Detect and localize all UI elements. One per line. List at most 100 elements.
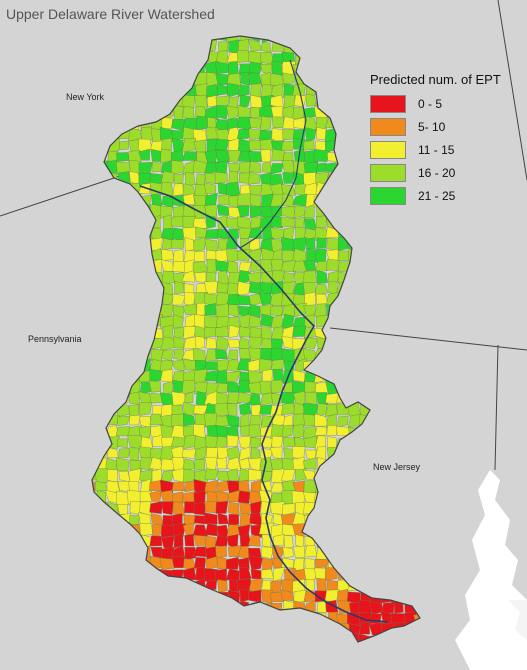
state-boundary-ny-nj <box>329 327 527 351</box>
catchment-cell <box>315 248 327 263</box>
catchment-cell <box>269 216 284 229</box>
catchment-cell <box>249 293 262 307</box>
catchment-cell <box>239 567 252 581</box>
catchment-cell <box>226 415 240 428</box>
catchment-cell <box>139 457 154 471</box>
catchment-cell <box>226 434 239 447</box>
catchment-cell <box>226 371 241 384</box>
catchment-cell <box>181 270 196 283</box>
catchment-cell <box>237 84 250 97</box>
delaware-river-main <box>139 185 389 623</box>
catchment-cell <box>174 281 184 294</box>
state-label-new-york: New York <box>66 92 105 102</box>
state-boundary-east-lower <box>494 344 499 471</box>
catchment-cell <box>260 115 272 132</box>
catchment-cell <box>225 105 240 120</box>
catchment-cell <box>248 469 262 482</box>
catchment-cell <box>249 437 263 449</box>
state-label-pennsylvania: Pennsylvania <box>28 334 82 344</box>
legend-swatch <box>370 94 406 113</box>
catchment-cell <box>138 446 152 459</box>
catchment-cell <box>292 523 305 538</box>
catchment-cell <box>239 161 251 174</box>
catchment-cell <box>139 523 153 536</box>
catchment-cell <box>150 148 162 163</box>
catchment-cell <box>205 337 217 349</box>
catchment-cell <box>349 602 360 615</box>
catchment-cell <box>215 348 228 360</box>
catchment-cell <box>228 324 240 338</box>
catchment-cell <box>173 326 186 340</box>
catchment-cell <box>218 194 231 206</box>
catchment-cell <box>295 216 305 230</box>
catchment-cell <box>195 227 207 239</box>
catchment-cell <box>128 468 142 483</box>
catchment-cell <box>326 425 339 436</box>
catchment-cell <box>302 270 317 283</box>
catchment-cell <box>214 171 228 184</box>
catchment-cell <box>314 261 328 273</box>
catchment-cell <box>239 348 252 360</box>
catchment-cell <box>239 36 251 43</box>
catchment-cell <box>161 116 173 129</box>
catchment-cell <box>236 128 252 139</box>
catchment-cell <box>269 291 284 307</box>
legend-item: 5- 10 <box>370 116 501 137</box>
catchment-cell <box>183 435 196 449</box>
catchment-cell <box>160 557 175 571</box>
catchment-cell <box>160 205 173 219</box>
legend-label: 11 - 15 <box>418 142 455 157</box>
catchment-cell <box>204 468 220 480</box>
catchment-cell <box>226 468 240 481</box>
catchment-cell <box>181 138 196 153</box>
catchment-cell <box>128 414 141 426</box>
catchment-cell <box>293 117 306 130</box>
catchment-cell <box>281 140 296 152</box>
catchment-cell <box>227 282 239 295</box>
catchment-cell <box>194 459 206 471</box>
catchment-cell <box>262 369 273 383</box>
catchment-cell <box>161 293 175 305</box>
catchment-cell <box>215 545 227 560</box>
catchment-cell <box>250 500 262 517</box>
catchment-cell <box>305 93 317 107</box>
catchment-cell <box>271 128 286 141</box>
catchment-cell <box>227 338 241 349</box>
catchment-cell <box>315 293 328 306</box>
catchment-cell <box>215 139 230 151</box>
catchment-cell <box>116 161 131 176</box>
catchment-cell <box>227 260 239 275</box>
catchment-cell <box>228 96 239 108</box>
catchment-cell <box>325 392 340 404</box>
catchment-cell <box>337 600 352 615</box>
state-boundary-east <box>497 0 527 181</box>
catchment-cell <box>218 41 229 54</box>
catchment-cell <box>269 446 283 459</box>
catchment-cell <box>193 424 206 439</box>
catchment-cell <box>215 149 230 165</box>
catchment-cell <box>226 556 239 570</box>
catchment-cell <box>173 534 184 549</box>
catchment-cell <box>316 578 327 592</box>
catchment-cell <box>117 481 130 493</box>
catchment-cell <box>239 512 252 528</box>
catchment-cell <box>206 84 220 99</box>
catchment-cell <box>171 216 187 227</box>
catchment-cell <box>316 269 328 285</box>
catchment-cell <box>171 359 185 372</box>
catchment-cell <box>194 271 207 283</box>
catchment-cell <box>181 379 195 395</box>
catchment-cell <box>106 446 119 458</box>
catchment-cell <box>281 402 296 415</box>
catchment-cell <box>151 468 162 483</box>
catchment-cell <box>118 448 131 458</box>
catchment-cell <box>237 193 253 207</box>
catchment-cell <box>138 138 153 152</box>
legend-swatch <box>370 163 406 182</box>
catchment-cell <box>172 183 184 197</box>
catchment-cell <box>282 72 296 85</box>
legend-swatch <box>370 140 406 159</box>
catchment-cell <box>172 305 185 318</box>
catchment-cell <box>194 94 208 108</box>
catchment-cell <box>115 457 130 472</box>
